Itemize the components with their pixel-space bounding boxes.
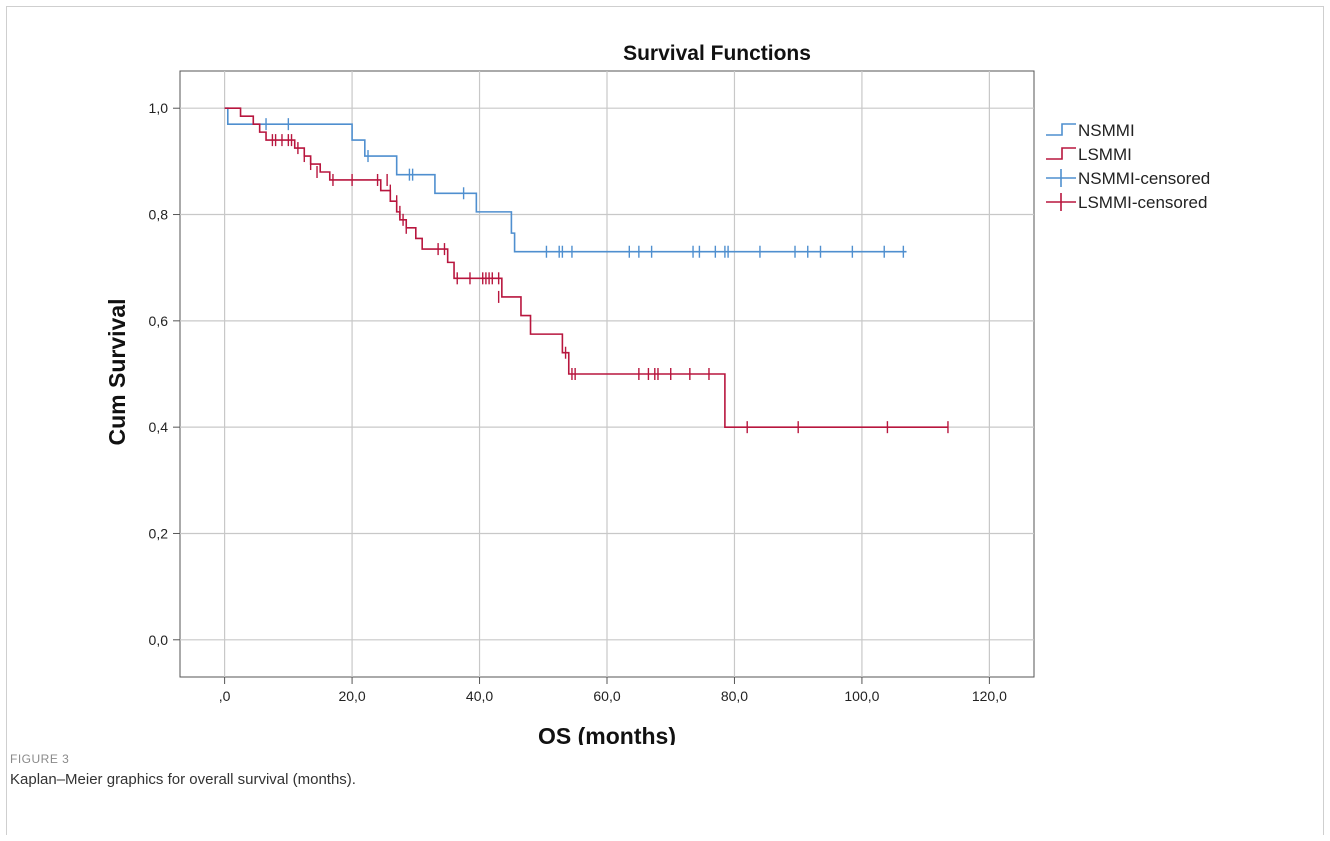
x-axis: ,0 20,0 40,0 60,0 80,0 100,0 120,0: [219, 677, 1007, 704]
y-axis-label: Cum Survival: [104, 299, 130, 446]
x-tick-label: 40,0: [466, 688, 493, 704]
legend-item: LSMMI-censored: [1046, 193, 1207, 212]
grid-lines: [180, 71, 1034, 677]
x-tick-label: 100,0: [844, 688, 879, 704]
figure-label: FIGURE 3: [10, 752, 70, 766]
chart-title: Survival Functions: [623, 42, 811, 65]
x-tick-label: 120,0: [972, 688, 1007, 704]
legend-label: LSMMI: [1078, 145, 1132, 164]
legend-swatch-line: [1046, 123, 1076, 136]
x-tick-label: 60,0: [593, 688, 620, 704]
legend-label: NSMMI-censored: [1078, 169, 1210, 188]
legend-item: NSMMI-censored: [1046, 169, 1210, 188]
y-tick-label: 0,0: [149, 632, 169, 648]
series-layer: [224, 107, 949, 434]
x-tick-label: ,0: [219, 688, 231, 704]
legend-label: LSMMI-censored: [1078, 193, 1207, 212]
survival-curve-nsmmi: [224, 107, 907, 253]
y-axis: 0,0 0,2 0,4 0,6 0,8 1,0: [149, 100, 180, 648]
y-tick-label: 0,6: [149, 313, 169, 329]
figure-caption: Kaplan–Meier graphics for overall surviv…: [10, 771, 356, 788]
y-tick-label: 0,2: [149, 525, 169, 541]
figure-frame: [6, 6, 1324, 835]
legend-label: NSMMI: [1078, 121, 1135, 140]
series-lsmmi: [224, 107, 949, 434]
x-tick-label: 80,0: [721, 688, 748, 704]
legend-item: NSMMI: [1046, 121, 1135, 140]
survival-chart: Survival Functions ,0 20,0 40,0 60,0 80,0 100…: [104, 42, 1210, 745]
series-nsmmi: [224, 107, 907, 258]
x-axis-label: OS (months): [538, 723, 676, 745]
legend-item: LSMMI: [1046, 145, 1132, 164]
legend-swatch-line: [1046, 147, 1076, 160]
legend: NSMMI LSMMI NSMMI-censored LSMMI-censored: [1046, 121, 1210, 212]
y-tick-label: 0,4: [149, 419, 169, 435]
y-tick-label: 1,0: [149, 100, 169, 116]
x-tick-label: 20,0: [338, 688, 365, 704]
y-tick-label: 0,8: [149, 207, 169, 223]
survival-curve-lsmmi: [224, 107, 948, 428]
